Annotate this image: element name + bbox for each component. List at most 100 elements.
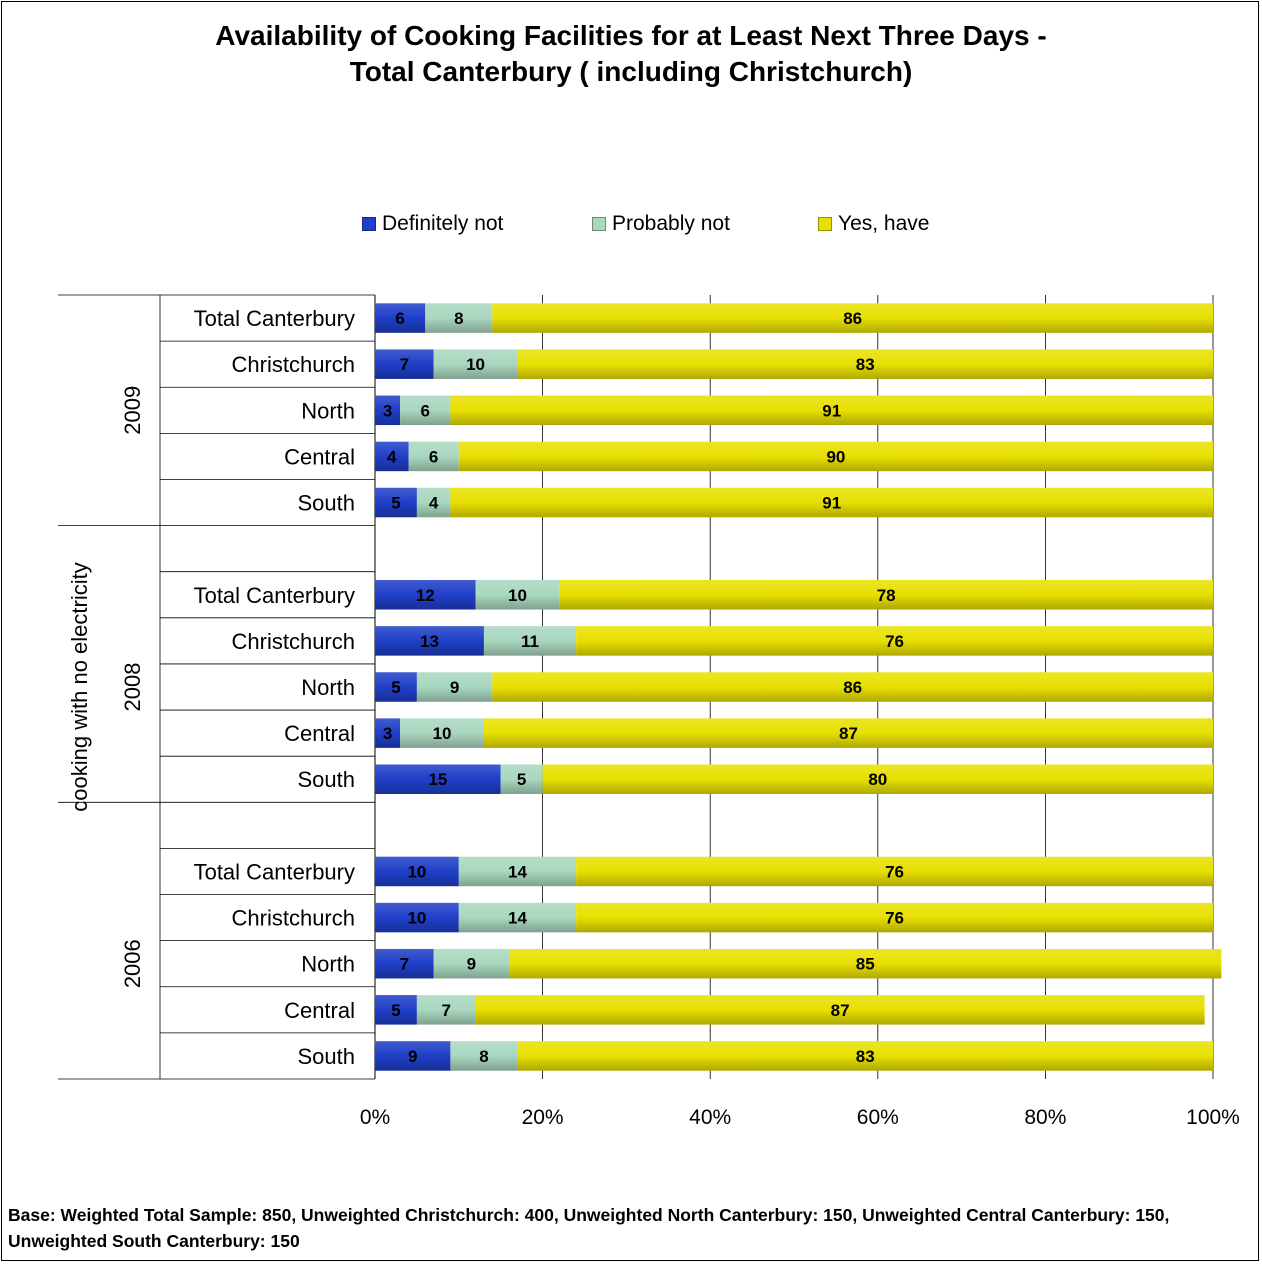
data-label-yes-have-christchurch-2006: 76 (885, 909, 904, 928)
data-label-definitely-not-christchurch-2006: 10 (407, 909, 426, 928)
data-label-definitely-not-central-2008: 3 (383, 724, 392, 743)
data-label-yes-have-christchurch-2008: 76 (885, 632, 904, 651)
bar-definitely-not-total-canterbury-2008 (375, 580, 476, 610)
bar-definitely-not-north-2006 (375, 948, 434, 979)
bar-probably-not-south-2009 (416, 487, 451, 518)
data-label-probably-not-north-2009: 6 (421, 401, 430, 420)
data-label-yes-have-total-canterbury-2009: 86 (843, 309, 862, 328)
category-label-christchurch-2009: Christchurch (232, 352, 355, 377)
bar-probably-not-christchurch-2006 (458, 902, 577, 933)
data-label-probably-not-total-canterbury-2009: 8 (454, 309, 463, 328)
data-label-yes-have-north-2009: 91 (822, 401, 841, 420)
bar-definitely-not-total-canterbury-2009 (375, 303, 426, 333)
category-label-north-2008: North (301, 675, 355, 700)
bar-yes-have-south-2006 (517, 1041, 1213, 1071)
data-label-probably-not-north-2006: 9 (467, 955, 476, 974)
group-label-2006: 2006 (120, 939, 145, 988)
category-label-south-2006: South (298, 1044, 356, 1069)
bar-definitely-not-south-2008 (375, 764, 501, 794)
chart-plot: 0% 20% 40% 60% 80% 100%Total Canterbury 6 8 86Ch… (58, 294, 1240, 1129)
data-label-yes-have-south-2006: 83 (856, 1047, 875, 1066)
data-label-yes-have-north-2008: 86 (843, 678, 862, 697)
data-label-probably-not-christchurch-2009: 10 (466, 355, 485, 374)
bar-probably-not-central-2006 (416, 995, 476, 1025)
bar-definitely-not-north-2008 (375, 672, 417, 702)
bar-probably-not-christchurch-2009 (433, 349, 518, 379)
x-tick-label-60: 60% (857, 1106, 899, 1129)
bar-definitely-not-central-2006 (375, 995, 417, 1025)
category-label-central-2008: Central (284, 721, 355, 746)
data-label-yes-have-south-2009: 91 (822, 494, 841, 513)
data-label-definitely-not-central-2006: 5 (391, 1001, 400, 1020)
data-label-definitely-not-christchurch-2009: 7 (400, 355, 409, 374)
bar-yes-have-christchurch-2009 (517, 349, 1213, 379)
data-label-probably-not-total-canterbury-2006: 14 (508, 862, 527, 881)
x-tick-label-40: 40% (689, 1106, 731, 1129)
legend-label-probably-not: Probably not (612, 212, 730, 235)
data-label-probably-not-christchurch-2008: 11 (521, 632, 539, 651)
footnote: Base: Weighted Total Sample: 850, Unweig… (8, 1205, 1170, 1251)
data-label-definitely-not-total-canterbury-2009: 6 (395, 309, 404, 328)
bar-definitely-not-north-2009 (375, 395, 401, 426)
category-label-north-2006: North (301, 952, 355, 977)
category-label-total-canterbury-2008: Total Canterbury (194, 583, 355, 608)
data-label-yes-have-central-2009: 90 (826, 447, 845, 466)
data-label-probably-not-central-2008: 10 (433, 724, 452, 743)
bar-yes-have-christchurch-2008 (576, 626, 1213, 656)
data-label-yes-have-total-canterbury-2006: 76 (885, 862, 904, 881)
data-label-definitely-not-north-2008: 5 (391, 678, 400, 697)
bar-probably-not-christchurch-2008 (483, 626, 577, 656)
bar-yes-have-south-2008 (542, 764, 1213, 794)
data-label-probably-not-central-2006: 7 (441, 1001, 450, 1020)
bar-probably-not-south-2006 (450, 1041, 518, 1071)
bar-definitely-not-central-2009 (375, 441, 409, 472)
data-label-definitely-not-north-2009: 3 (383, 401, 392, 420)
bar-yes-have-total-canterbury-2008 (559, 580, 1213, 610)
data-label-probably-not-north-2008: 9 (450, 678, 459, 697)
data-label-definitely-not-total-canterbury-2008: 12 (416, 586, 435, 605)
data-label-yes-have-central-2006: 87 (831, 1001, 850, 1020)
data-label-definitely-not-north-2006: 7 (400, 955, 409, 974)
bar-yes-have-total-canterbury-2006 (576, 856, 1213, 887)
bar-yes-have-north-2008 (492, 672, 1213, 702)
bar-probably-not-total-canterbury-2009 (425, 303, 493, 333)
chart-title-line-1: Availability of Cooking Facilities for a… (215, 20, 1047, 51)
category-label-total-canterbury-2006: Total Canterbury (194, 859, 355, 884)
legend-item-yes-have: Yes, have (818, 212, 929, 236)
legend-item-definitely-not: Definitely not (362, 212, 503, 236)
bar-probably-not-total-canterbury-2006 (458, 856, 577, 887)
bar-yes-have-north-2009 (450, 395, 1213, 426)
category-label-christchurch-2008: Christchurch (232, 629, 355, 654)
legend-item-probably-not: Probably not (592, 212, 730, 236)
data-label-probably-not-total-canterbury-2008: 10 (508, 586, 527, 605)
legend-swatch-probably-not (592, 217, 606, 231)
data-label-yes-have-central-2008: 87 (839, 724, 858, 743)
category-label-south-2008: South (298, 767, 356, 792)
bar-yes-have-total-canterbury-2009 (492, 303, 1213, 333)
bar-definitely-not-central-2008 (375, 718, 401, 748)
data-label-definitely-not-south-2009: 5 (391, 494, 400, 513)
category-label-central-2006: Central (284, 998, 355, 1023)
category-label-total-canterbury-2009: Total Canterbury (194, 306, 355, 331)
category-label-north-2009: North (301, 398, 355, 423)
legend-swatch-definitely-not (362, 217, 376, 231)
bar-probably-not-central-2008 (400, 718, 484, 748)
category-label-south-2009: South (298, 491, 356, 516)
bar-yes-have-south-2009 (450, 487, 1213, 518)
group-label-2008: 2008 (120, 663, 145, 712)
data-label-definitely-not-central-2009: 4 (387, 447, 397, 466)
x-tick-label-20: 20% (522, 1106, 564, 1129)
data-label-definitely-not-christchurch-2008: 13 (420, 632, 439, 651)
bar-yes-have-central-2009 (458, 441, 1213, 472)
legend-label-yes-have: Yes, have (838, 212, 930, 235)
data-label-definitely-not-total-canterbury-2006: 10 (407, 862, 426, 881)
bar-probably-not-north-2009 (400, 395, 451, 426)
x-tick-label-0: 0% (360, 1106, 390, 1129)
chart-title-line-2: Total Canterbury ( including Christchurc… (349, 56, 913, 87)
bar-definitely-not-total-canterbury-2006 (375, 856, 459, 887)
bar-yes-have-central-2006 (475, 995, 1205, 1025)
category-label-central-2009: Central (284, 444, 355, 469)
data-label-probably-not-christchurch-2006: 14 (508, 909, 527, 928)
bar-definitely-not-south-2009 (375, 487, 417, 518)
